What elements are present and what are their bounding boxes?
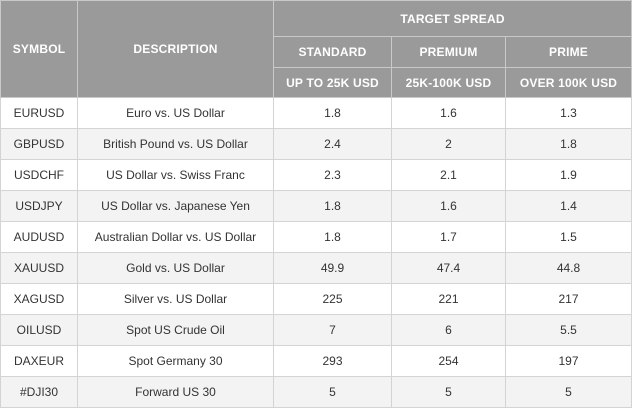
cell-premium: 1.7 [391,221,506,253]
table-row: XAGUSD Silver vs. US Dollar 225 221 217 [0,283,633,315]
cell-prime: 217 [504,283,633,315]
header-symbol: SYMBOL [0,0,78,98]
header-description: DESCRIPTION [77,0,274,98]
cell-premium: 1.6 [391,97,506,129]
table-body: EURUSD Euro vs. US Dollar 1.8 1.6 1.3 GB… [0,97,633,408]
cell-premium: 254 [391,345,506,377]
cell-premium: 2 [391,128,506,160]
cell-premium: 1.6 [391,190,506,222]
header-premium: PREMIUM [391,36,506,68]
cell-prime: 1.4 [504,190,633,222]
cell-standard: 2.4 [273,128,392,160]
cell-symbol: GBPUSD [0,128,78,160]
cell-prime: 1.3 [504,97,633,129]
cell-symbol: EURUSD [0,97,78,129]
cell-prime: 1.5 [504,221,633,253]
cell-standard: 225 [273,283,392,315]
cell-prime: 197 [504,345,633,377]
cell-symbol: #DJI30 [0,376,78,408]
cell-description: Spot Germany 30 [77,345,274,377]
table-row: USDJPY US Dollar vs. Japanese Yen 1.8 1.… [0,190,633,222]
cell-standard: 2.3 [273,159,392,191]
header-standard-range: UP TO 25K USD [273,67,392,98]
header-target-spread: TARGET SPREAD [272,0,633,37]
cell-prime: 1.9 [504,159,633,191]
cell-description: Forward US 30 [77,376,274,408]
cell-description: Spot US Crude Oil [77,314,274,346]
cell-standard: 49.9 [273,252,392,284]
cell-description: Silver vs. US Dollar [77,283,274,315]
cell-description: Euro vs. US Dollar [77,97,274,129]
cell-standard: 293 [273,345,392,377]
cell-symbol: USDJPY [0,190,78,222]
cell-symbol: AUDUSD [0,221,78,253]
cell-description: Australian Dollar vs. US Dollar [77,221,274,253]
table-row: DAXEUR Spot Germany 30 293 254 197 [0,345,633,377]
header-premium-range: 25K-100K USD [391,67,506,98]
cell-description: US Dollar vs. Japanese Yen [77,190,274,222]
cell-standard: 1.8 [273,97,392,129]
cell-symbol: OILUSD [0,314,78,346]
cell-premium: 221 [391,283,506,315]
cell-prime: 5.5 [504,314,633,346]
cell-description: Gold vs. US Dollar [77,252,274,284]
table-header: SYMBOL DESCRIPTION TARGET SPREAD STANDAR… [0,0,633,98]
cell-prime: 1.8 [504,128,633,160]
cell-symbol: XAGUSD [0,283,78,315]
cell-premium: 5 [391,376,506,408]
cell-description: British Pound vs. US Dollar [77,128,274,160]
table-row: GBPUSD British Pound vs. US Dollar 2.4 2… [0,128,633,160]
header-prime-range: OVER 100K USD [504,67,633,98]
cell-symbol: USDCHF [0,159,78,191]
table-row: #DJI30 Forward US 30 5 5 5 [0,376,633,408]
cell-standard: 5 [273,376,392,408]
cell-prime: 44.8 [504,252,633,284]
cell-standard: 1.8 [273,221,392,253]
cell-standard: 1.8 [273,190,392,222]
cell-symbol: XAUUSD [0,252,78,284]
header-standard: STANDARD [273,36,392,68]
cell-symbol: DAXEUR [0,345,78,377]
table-row: AUDUSD Australian Dollar vs. US Dollar 1… [0,221,633,253]
table-row: OILUSD Spot US Crude Oil 7 6 5.5 [0,314,633,346]
cell-premium: 2.1 [391,159,506,191]
cell-standard: 7 [273,314,392,346]
cell-description: US Dollar vs. Swiss Franc [77,159,274,191]
cell-premium: 47.4 [391,252,506,284]
table-row: XAUUSD Gold vs. US Dollar 49.9 47.4 44.8 [0,252,633,284]
header-prime: PRIME [504,36,633,68]
table-row: EURUSD Euro vs. US Dollar 1.8 1.6 1.3 [0,97,633,129]
cell-prime: 5 [504,376,633,408]
table-row: USDCHF US Dollar vs. Swiss Franc 2.3 2.1… [0,159,633,191]
cell-premium: 6 [391,314,506,346]
